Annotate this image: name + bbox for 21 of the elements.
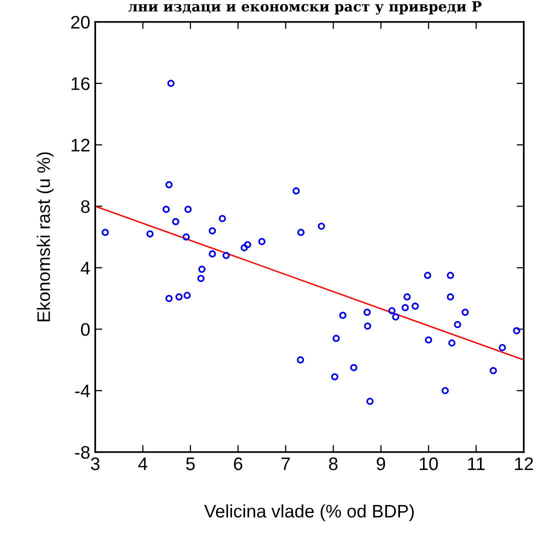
y-tick-label: -4 [75,384,90,398]
y-tick-label: 20 [71,16,90,29]
x-tick-label: 10 [420,457,438,470]
y-axis-title: Ekonomski rast (u %) [36,152,54,322]
x-tick-label: 11 [468,458,485,470]
x-axis-title: Velicina vlade (% od BDP) [204,504,414,522]
y-tick-label: -8 [75,446,90,459]
y-tick-label: 12 [72,138,90,152]
y-tick-label: 0 [81,323,90,336]
x-tick-label: 4 [138,458,148,470]
y-tick-label: 4 [80,262,90,274]
y-tick-label: 8 [81,200,90,213]
x-tick-label: 8 [329,457,338,470]
x-tick-label: 3 [90,457,100,470]
x-tick-label: 7 [282,458,290,470]
x-tick-label: 6 [234,457,242,470]
chart-title: лни издаци и економски раст у привреди Р [128,1,482,15]
x-tick-label: 12 [515,457,533,470]
x-tick-label: 9 [376,457,386,470]
x-tick-label: 5 [186,458,195,470]
y-tick-label: 16 [72,77,90,90]
